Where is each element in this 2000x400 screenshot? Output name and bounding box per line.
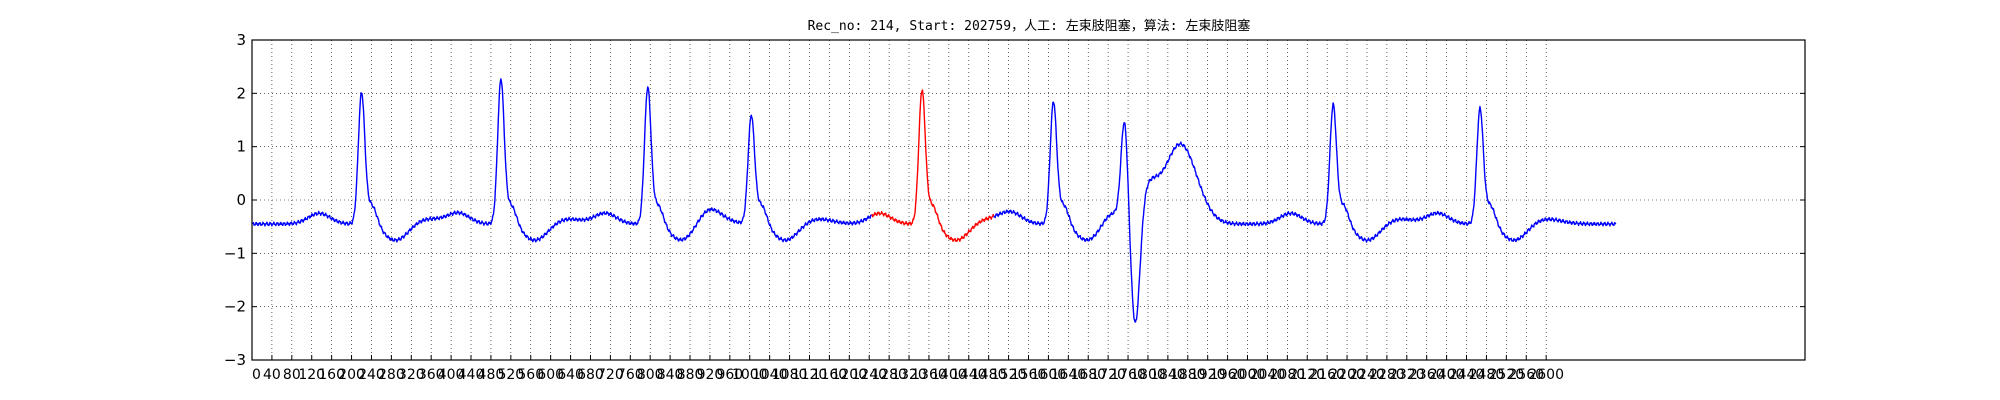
ecg-line-segment (251, 78, 872, 243)
x-tick-label: 2040 (1250, 367, 1286, 383)
y-tick-label: −2 (224, 298, 246, 316)
x-tick-label: 440 (458, 367, 485, 383)
x-tick-label: 1600 (1031, 367, 1067, 383)
x-tick-label: 880 (677, 367, 704, 383)
x-tick-label: 2000 (1230, 367, 1266, 383)
x-tick-label: 160 (318, 367, 345, 383)
y-tick-label: 3 (236, 31, 246, 49)
x-tick-label: 1760 (1110, 367, 1146, 383)
ecg-series (251, 78, 1617, 323)
x-tick-label: 800 (637, 367, 664, 383)
x-tick-label: 1560 (1011, 367, 1047, 383)
x-tick-label: 1680 (1070, 367, 1106, 383)
x-tick-label: 720 (597, 367, 624, 383)
x-tick-label: 1920 (1190, 367, 1226, 383)
x-tick-label: 2560 (1508, 367, 1544, 383)
x-tick-label: 1360 (911, 367, 947, 383)
y-tick-label: 1 (236, 138, 246, 156)
x-tick-label: 400 (438, 367, 465, 383)
x-tick-label: 0 (252, 367, 261, 383)
x-tick-label: 2400 (1429, 367, 1465, 383)
x-tick-label: 2520 (1489, 367, 1525, 383)
x-tick-label: 1280 (871, 367, 907, 383)
x-tick-label: 1840 (1150, 367, 1186, 383)
x-tick-label: 1320 (891, 367, 927, 383)
x-tick-label: 1120 (792, 367, 828, 383)
x-tick-label: 2280 (1369, 367, 1405, 383)
x-tick-label: 200 (338, 367, 365, 383)
y-axis: 3 2 1 0 −1 −2 −3 (224, 31, 1805, 369)
x-tick-label: 120 (298, 367, 325, 383)
ecg-line-highlighted-beat (871, 89, 995, 242)
x-tick-label: 1880 (1170, 367, 1206, 383)
x-tick-label: 2080 (1270, 367, 1306, 383)
x-tick-label: 680 (577, 367, 604, 383)
x-tick-label: 1520 (991, 367, 1027, 383)
x-tick-label: 920 (697, 367, 724, 383)
x-tick-label: 1080 (772, 367, 808, 383)
grid-lines (251, 40, 1805, 360)
x-tick-label: 80 (283, 367, 301, 383)
x-tick-label: 1480 (971, 367, 1007, 383)
x-tick-label: 1800 (1130, 367, 1166, 383)
ecg-line-segment (993, 101, 1617, 323)
x-tick-label: 1000 (732, 367, 768, 383)
x-tick-label: 640 (557, 367, 584, 383)
x-tick-label: 960 (716, 367, 743, 383)
x-tick-label: 2440 (1449, 367, 1485, 383)
x-tick-label: 600 (537, 367, 564, 383)
x-tick-label: 1040 (752, 367, 788, 383)
y-tick-label: 2 (236, 84, 246, 102)
x-tick-label: 1720 (1090, 367, 1126, 383)
x-tick-label: 1960 (1210, 367, 1246, 383)
x-tick-label: 1640 (1051, 367, 1087, 383)
x-tick-label: 2200 (1329, 367, 1365, 383)
x-tick-label: 1400 (931, 367, 967, 383)
chart-title: Rec_no: 214, Start: 202759，人工: 左束肢阻塞，算法:… (808, 18, 1251, 34)
x-tick-label: 240 (358, 367, 385, 383)
x-tick-label: 280 (378, 367, 405, 383)
x-tick-label: 560 (517, 367, 544, 383)
y-tick-label: 0 (236, 191, 246, 209)
x-tick-label: 840 (657, 367, 684, 383)
x-tick-label: 40 (263, 367, 281, 383)
x-tick-label: 520 (497, 367, 524, 383)
x-tick-label: 1240 (851, 367, 887, 383)
x-tick-label: 760 (617, 367, 644, 383)
x-tick-label: 2360 (1409, 367, 1445, 383)
x-tick-label: 2120 (1289, 367, 1325, 383)
x-tick-label: 320 (398, 367, 425, 383)
x-tick-label: 2240 (1349, 367, 1385, 383)
x-axis: 0 40 8012016020024028032036040044048052056… (251, 355, 1564, 383)
y-tick-label: −3 (224, 351, 246, 369)
x-tick-label: 2320 (1389, 367, 1425, 383)
x-tick-label: 360 (418, 367, 445, 383)
x-tick-label: 1200 (831, 367, 867, 383)
x-tick-label: 2160 (1309, 367, 1345, 383)
x-tick-label: 2480 (1469, 367, 1505, 383)
y-tick-label: −1 (224, 244, 246, 262)
x-tick-label: 480 (478, 367, 505, 383)
x-tick-label: 1440 (951, 367, 987, 383)
x-tick-label: 2600 (1528, 367, 1564, 383)
x-tick-label: 1160 (812, 367, 848, 383)
